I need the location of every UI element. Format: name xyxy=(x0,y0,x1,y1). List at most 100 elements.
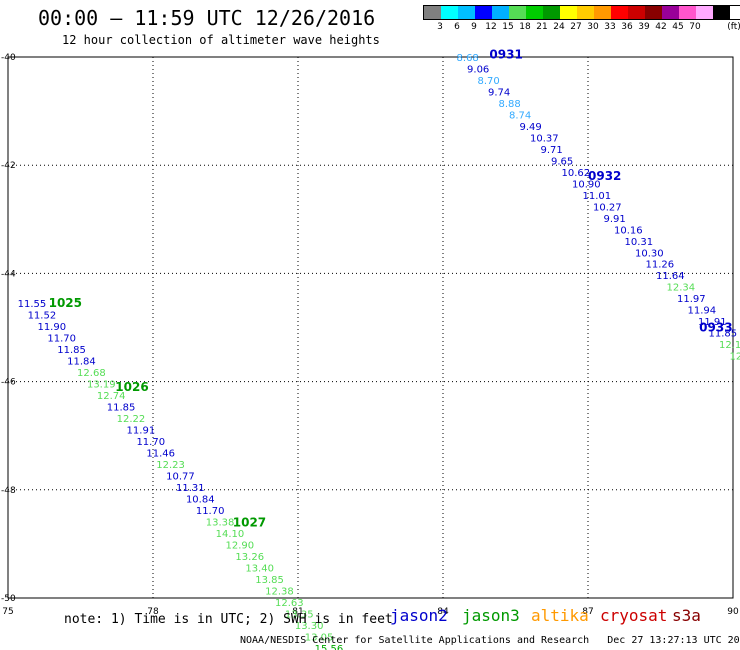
wave-height-value: 12.34 xyxy=(666,283,695,294)
satellite-label-s3a: s3a xyxy=(672,606,701,625)
plot-frame xyxy=(7,56,734,599)
wave-height-value: 13.19 xyxy=(87,380,116,391)
wave-height-value: 10.90 xyxy=(572,179,601,190)
wave-height-value: 11.64 xyxy=(656,271,685,282)
legend-swatch xyxy=(611,6,628,19)
legend-tick-label: 30 xyxy=(587,22,599,32)
wave-height-value: 8.74 xyxy=(509,110,531,121)
legend-unit: (ft) xyxy=(727,22,740,32)
y-tick-label: -48 xyxy=(1,486,16,496)
wave-height-value: 13.05 xyxy=(305,632,334,643)
legend-swatch xyxy=(441,6,458,19)
wave-height-value: 12.38 xyxy=(265,586,294,597)
legend-swatch xyxy=(424,6,441,19)
wave-height-value: 14.10 xyxy=(216,529,245,540)
x-tick-label: 84 xyxy=(437,607,449,617)
legend-tick-labels: (ft) 3 6 9 12 15 18 21 24 27 30 33 36 39 42 45 70 xyxy=(423,20,740,34)
x-tick-label: 81 xyxy=(292,607,303,617)
wave-height-value: 9.71 xyxy=(541,145,563,156)
satellite-label-cryosat: cryosat xyxy=(600,606,668,625)
satellite-label-jason2: jason2 xyxy=(390,606,448,625)
legend-swatch xyxy=(543,6,560,19)
wave-height-value: 8.68 xyxy=(457,53,479,64)
time-label: 1027 xyxy=(233,515,266,529)
legend-swatch xyxy=(713,6,730,19)
chart-title: 00:00 — 11:59 UTC 12/26/2016 xyxy=(38,6,376,30)
legend-tick-label: 42 xyxy=(655,22,667,32)
wave-height-value: 11.91 xyxy=(127,426,156,437)
wave-height-value: 11.52 xyxy=(28,311,57,322)
wave-height-value: 12.07 xyxy=(729,352,740,363)
wave-height-value: 12.23 xyxy=(156,460,185,471)
wave-height-value: 11.55 xyxy=(18,299,47,310)
wave-height-value: 11.90 xyxy=(37,322,66,333)
wave-height-value: 13.26 xyxy=(235,552,264,563)
wave-height-value: 11.91 xyxy=(698,317,727,328)
wave-height-value: 13.38 xyxy=(206,517,235,528)
legend-swatch xyxy=(594,6,611,19)
wave-height-value: 10.27 xyxy=(593,202,622,213)
color-scale-legend: (ft) 3 6 9 12 15 18 21 24 27 30 33 36 39 42 45 70 xyxy=(423,5,740,34)
legend-swatch xyxy=(645,6,662,19)
wave-height-value: 11.01 xyxy=(583,191,612,202)
wave-height-value: 10.62 xyxy=(562,168,591,179)
wave-height-value: 11.85 xyxy=(57,345,86,356)
legend-swatch xyxy=(509,6,526,19)
y-tick-label: -44 xyxy=(1,269,16,279)
legend-swatch xyxy=(696,6,713,19)
legend-tick-label: 70 xyxy=(689,22,701,32)
legend-tick-label: 33 xyxy=(604,22,616,32)
wave-height-value: 8.70 xyxy=(478,76,500,87)
legend-tick-label: 21 xyxy=(536,22,548,32)
legend-tick-label: 15 xyxy=(502,22,514,32)
legend-swatch xyxy=(475,6,492,19)
legend-tick-label: 9 xyxy=(471,22,477,32)
wave-height-value: 11.85 xyxy=(107,403,136,414)
wave-height-value: 11.70 xyxy=(47,334,76,345)
legend-tick-label: 3 xyxy=(437,22,443,32)
wave-height-value: 12.68 xyxy=(77,368,106,379)
legend-tick-label: 39 xyxy=(638,22,650,32)
x-tick-label: 78 xyxy=(147,607,159,617)
wave-height-value: 15.56 xyxy=(315,644,344,650)
legend-swatch xyxy=(560,6,577,19)
wave-height-value: 11.70 xyxy=(136,437,165,448)
wave-height-value: 9.49 xyxy=(520,122,542,133)
wave-height-value: 9.91 xyxy=(604,214,626,225)
wave-height-value: 12.63 xyxy=(275,598,304,609)
wave-height-value: 11.94 xyxy=(687,306,716,317)
wave-height-value: 13.40 xyxy=(245,563,274,574)
y-tick-label: -40 xyxy=(1,53,16,63)
legend-tick-label: 36 xyxy=(621,22,633,32)
wave-height-value: 9.06 xyxy=(467,64,489,75)
legend-swatch xyxy=(577,6,594,19)
time-label: 1026 xyxy=(115,380,148,394)
legend-tick-label: 24 xyxy=(553,22,565,32)
satellite-label-jason3: jason3 xyxy=(462,606,520,625)
wave-height-value: 13.85 xyxy=(255,575,284,586)
legend-tick-label: 12 xyxy=(485,22,497,32)
wave-height-value: 13.35 xyxy=(285,609,314,620)
wave-height-value: 11.31 xyxy=(176,483,205,494)
wave-height-value: 11.97 xyxy=(677,294,706,305)
wave-height-value: 10.30 xyxy=(635,248,664,259)
wave-height-value: 11.70 xyxy=(196,506,225,517)
wave-height-value: 10.77 xyxy=(166,472,195,483)
legend-swatch xyxy=(492,6,509,19)
time-label: 0933 xyxy=(699,321,732,335)
wave-height-value: 10.16 xyxy=(614,225,643,236)
wave-height-value: 10.37 xyxy=(530,133,559,144)
chart-subtitle: 12 hour collection of altimeter wave hei… xyxy=(62,33,380,47)
wave-height-value: 12.74 xyxy=(97,391,126,402)
wave-height-value: 8.88 xyxy=(499,99,521,110)
y-tick-label: -42 xyxy=(1,161,16,171)
footer-credit: NOAA/NESDIS Center for Satellite Applica… xyxy=(240,635,740,646)
legend-tick-label: 45 xyxy=(672,22,684,32)
wave-height-value: 13.30 xyxy=(295,621,324,632)
wave-height-value: 12.90 xyxy=(226,540,255,551)
y-tick-label: -46 xyxy=(1,378,16,388)
satellite-label-altika: altika xyxy=(531,606,589,625)
legend-swatch xyxy=(526,6,543,19)
wave-height-value: 11.84 xyxy=(67,357,96,368)
